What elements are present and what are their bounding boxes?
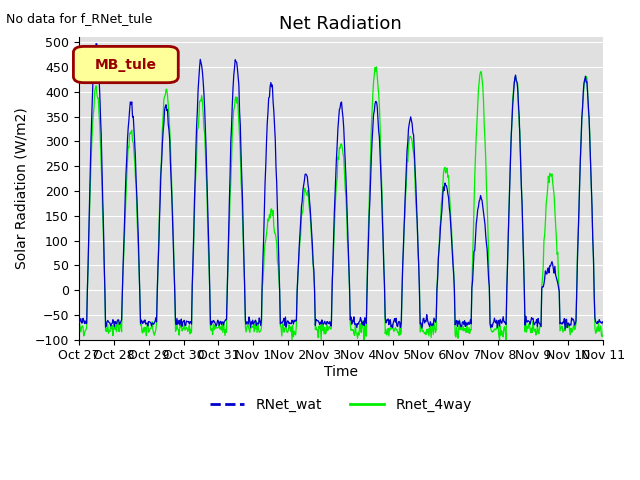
Title: Net Radiation: Net Radiation: [280, 15, 402, 33]
Text: No data for f_RNet_tule: No data for f_RNet_tule: [6, 12, 153, 25]
Legend: RNet_wat, Rnet_4way: RNet_wat, Rnet_4way: [204, 392, 477, 418]
FancyBboxPatch shape: [74, 47, 179, 83]
Y-axis label: Solar Radiation (W/m2): Solar Radiation (W/m2): [15, 108, 29, 269]
X-axis label: Time: Time: [324, 365, 358, 379]
Text: MB_tule: MB_tule: [95, 58, 157, 72]
